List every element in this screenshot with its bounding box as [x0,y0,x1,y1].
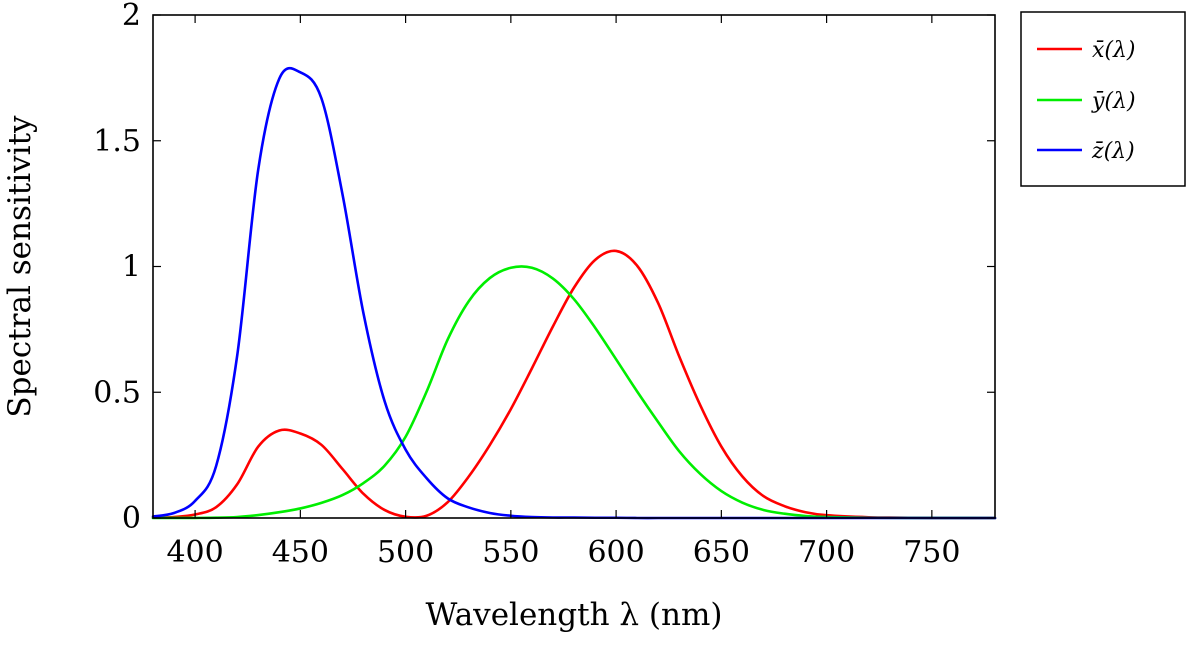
legend-label: x̄(λ) [1092,38,1136,63]
x-tick-label: 500 [377,535,434,570]
legend-item: x̄(λ) [1037,38,1136,63]
x-tick-label: 400 [166,535,223,570]
x-axis-title: Wavelength λ (nm) [426,597,723,633]
series-layer [151,66,997,520]
plot-frame [152,14,996,519]
x-tick-label: 750 [903,535,960,570]
z-bar-series-line [151,66,997,520]
x-tick-label: 550 [482,535,539,570]
x-tick-label: 450 [272,535,329,570]
legend-label: ȳ(λ) [1091,89,1136,114]
y-axis-title: Spectral sensitivity [2,115,38,418]
x-bar-series-line [151,249,997,520]
y-tick-label: 2 [122,0,141,33]
legend-items: x̄(λ) ȳ(λ) z̄(λ) [1037,38,1136,164]
ticks-layer: 400 450 500 550 600 650 700 750 0 0.5 1 1.5 2 [93,0,995,570]
y-bar-series-line [151,265,997,520]
y-tick-label: 0 [122,501,141,536]
legend-label: z̄(λ) [1091,139,1135,164]
legend: x̄(λ) ȳ(λ) z̄(λ) [1020,11,1186,187]
y-tick-label: 0.5 [93,375,141,410]
legend-item: z̄(λ) [1037,139,1135,164]
x-tick-label: 650 [693,535,750,570]
x-tick-label: 700 [798,535,855,570]
y-tick-label: 1 [122,250,141,285]
legend-item: ȳ(λ) [1037,89,1136,114]
x-tick-label: 600 [587,535,644,570]
y-tick-label: 1.5 [93,124,141,159]
